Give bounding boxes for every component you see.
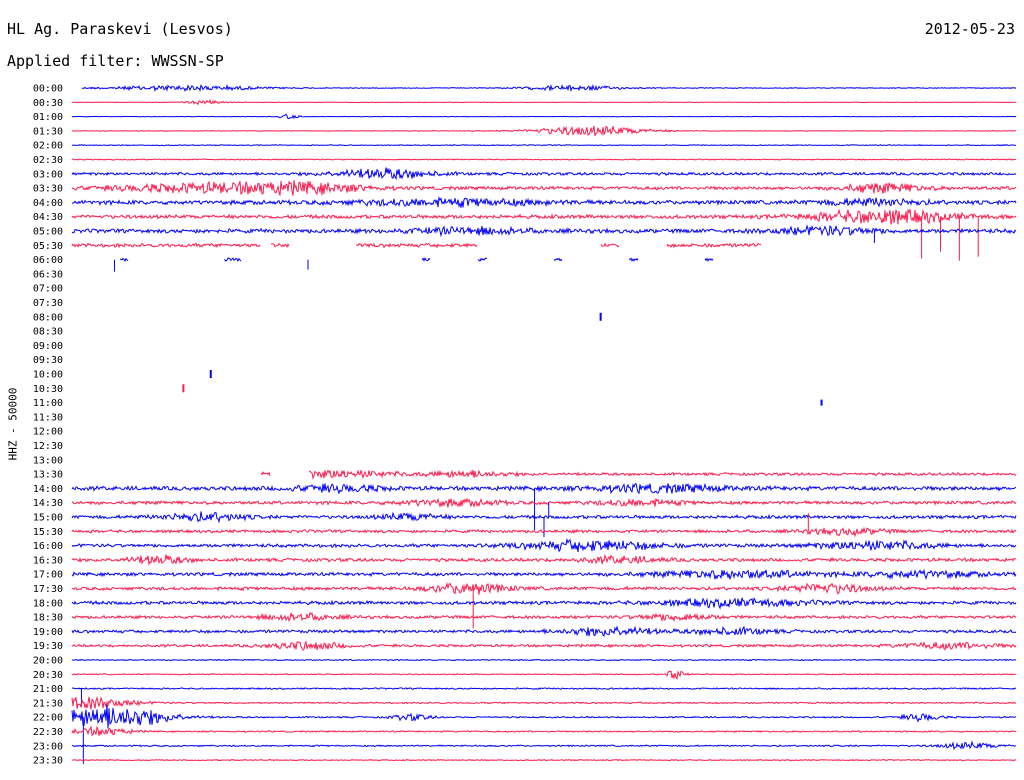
time-label: 08:30 [33, 327, 63, 338]
trace-line [71, 526, 1017, 538]
time-label: 07:30 [33, 298, 63, 309]
trace-line [71, 581, 1017, 595]
trace-line [71, 125, 1017, 137]
time-label: 05:00 [33, 227, 63, 238]
filter-label: Applied filter: WWSSN-SP [7, 52, 224, 70]
time-label: 18:00 [33, 598, 63, 609]
time-label: 10:00 [33, 370, 63, 381]
trace-line [72, 687, 1017, 691]
trace-line [260, 469, 1017, 480]
trace-line [71, 695, 1017, 710]
trace-line [71, 568, 1017, 581]
time-label: 01:00 [33, 112, 63, 123]
time-label: 16:00 [33, 541, 63, 552]
trace-line [71, 658, 1017, 662]
trace-line [71, 725, 1016, 736]
trace-line [71, 740, 1017, 751]
time-label: 21:00 [33, 684, 63, 695]
trace-line [119, 256, 714, 263]
time-label: 04:30 [33, 212, 63, 223]
time-label: 12:00 [33, 427, 63, 438]
trace-line [71, 208, 1017, 225]
trace-line [71, 144, 1017, 147]
time-label: 15:30 [33, 527, 63, 538]
time-label: 02:00 [33, 141, 63, 152]
time-label: 21:30 [33, 698, 63, 709]
time-label: 20:00 [33, 656, 63, 667]
time-label: 11:00 [33, 398, 63, 409]
station-title: HL Ag. Paraskevi (Lesvos) [7, 20, 233, 38]
time-label: 14:00 [33, 484, 63, 495]
time-label: 08:00 [33, 312, 63, 323]
time-label: 22:00 [33, 713, 63, 724]
trace-line [71, 497, 1017, 509]
time-label: 15:00 [33, 513, 63, 524]
time-label: 13:00 [33, 455, 63, 466]
time-label: 04:00 [33, 198, 63, 209]
time-label: 03:30 [33, 184, 63, 195]
trace-line [71, 482, 1017, 495]
time-label: 00:30 [33, 98, 63, 109]
record-date: 2012-05-23 [924, 20, 1015, 38]
time-label: 09:30 [33, 355, 63, 366]
trace-line [71, 167, 1017, 181]
time-label: 23:00 [33, 741, 63, 752]
trace-line [71, 758, 1017, 762]
time-label: 12:30 [33, 441, 63, 452]
time-label: 02:30 [33, 155, 63, 166]
trace-line [71, 597, 1017, 610]
trace-line [71, 640, 1017, 651]
time-label: 16:30 [33, 555, 63, 566]
trace-line [71, 704, 1017, 729]
time-label: 20:30 [33, 670, 63, 681]
trace-line [71, 195, 1017, 209]
trace-line [71, 224, 1017, 238]
time-label: 17:00 [33, 570, 63, 581]
time-label: 17:30 [33, 584, 63, 595]
time-label: 00:00 [33, 84, 63, 95]
time-label: 07:00 [33, 284, 63, 295]
time-label: 19:30 [33, 641, 63, 652]
trace-line [71, 553, 1017, 566]
time-label: 06:30 [33, 269, 63, 280]
time-label: 18:30 [33, 613, 63, 624]
time-label: 05:30 [33, 241, 63, 252]
time-label: 13:30 [33, 470, 63, 481]
time-label: 09:00 [33, 341, 63, 352]
trace-line [71, 242, 762, 249]
time-label: 19:00 [33, 627, 63, 638]
trace-line [71, 99, 1017, 106]
time-label: 14:30 [33, 498, 63, 509]
trace-line [71, 611, 1017, 623]
time-label: 22:30 [33, 727, 63, 738]
time-label: 11:30 [33, 412, 63, 423]
time-label: 10:30 [33, 384, 63, 395]
trace-line [71, 537, 1017, 553]
trace-line [71, 113, 1017, 120]
trace-line [71, 625, 1017, 637]
trace-line [71, 158, 1017, 161]
trace-line [82, 83, 1017, 93]
time-label: 01:30 [33, 126, 63, 137]
trace-line [71, 180, 1017, 196]
time-label: 06:00 [33, 255, 63, 266]
time-label: 23:30 [33, 756, 63, 767]
trace-line [72, 670, 1017, 680]
time-label: 03:00 [33, 169, 63, 180]
